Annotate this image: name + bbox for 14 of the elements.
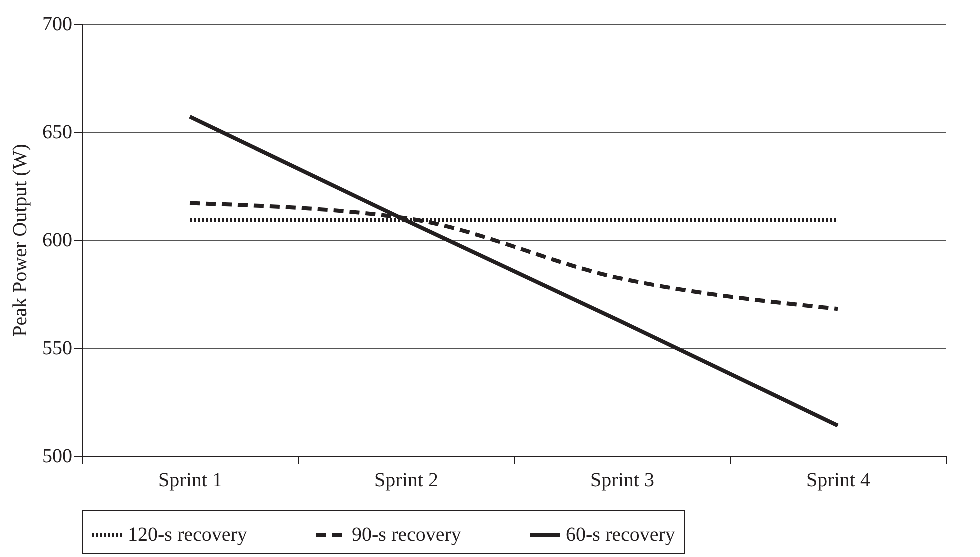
legend-label: 120-s recovery <box>128 524 248 546</box>
x-tick-label: Sprint 1 <box>158 470 222 492</box>
y-tick-label: 700 <box>42 14 72 36</box>
y-axis-title: Peak Power Output (W) <box>10 144 32 337</box>
x-tick-label: Sprint 2 <box>374 470 438 492</box>
legend-label: 60-s recovery <box>566 524 676 546</box>
line-series <box>188 114 840 428</box>
y-tick-label: 650 <box>42 122 72 144</box>
x-tick-label: Sprint 3 <box>590 470 654 492</box>
y-tick-label: 500 <box>42 446 72 468</box>
y-tick-label: 550 <box>42 338 72 360</box>
y-tick-label: 600 <box>42 230 72 252</box>
x-tick-label: Sprint 4 <box>806 470 870 492</box>
legend-label: 90-s recovery <box>352 524 462 546</box>
